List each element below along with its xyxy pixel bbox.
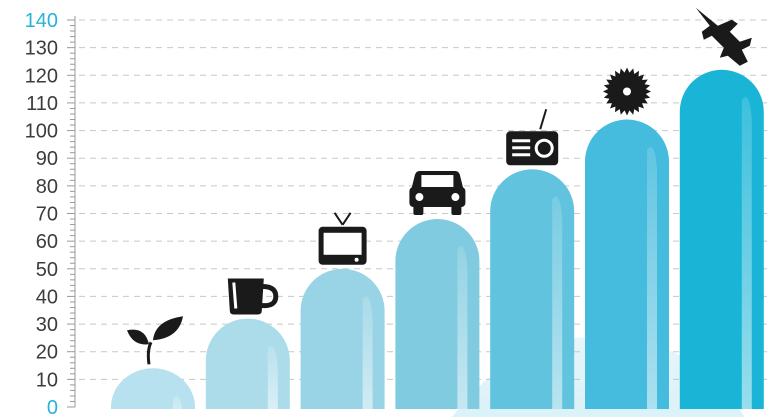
bar-highlight — [457, 246, 468, 409]
bar-plant — [111, 368, 195, 409]
leaf — [127, 329, 149, 345]
car-wheel — [413, 205, 424, 216]
car-headlight — [451, 193, 460, 202]
y-tick-label: 60 — [36, 231, 58, 253]
y-tick-label: 10 — [36, 369, 58, 391]
bar-highlight — [647, 147, 657, 409]
bar-highlight — [362, 296, 373, 409]
tv-screen — [323, 232, 362, 255]
y-tick-label: 70 — [36, 204, 58, 226]
jet-body — [695, 7, 752, 66]
tv-icon — [318, 212, 367, 265]
bars — [111, 69, 764, 417]
radio-dial — [534, 138, 554, 158]
car-wheel — [451, 205, 462, 216]
radio-grille — [512, 139, 531, 143]
y-tick-label: 100 — [25, 121, 58, 143]
car-window — [421, 175, 454, 188]
bar-highlight — [552, 196, 563, 409]
leaf-icon — [127, 316, 183, 365]
cup-icon — [227, 278, 279, 315]
y-tick-label: 30 — [36, 314, 58, 336]
radio-antenna — [539, 108, 548, 130]
tv-knob — [354, 257, 359, 262]
cup-shine — [232, 282, 238, 309]
saw-hub — [623, 87, 631, 96]
y-tick-label: 50 — [36, 259, 58, 281]
car-icon — [409, 171, 466, 216]
y-tick-label: 0 — [47, 397, 58, 417]
bar-highlight — [741, 97, 752, 409]
saw-blade-icon — [603, 67, 651, 116]
y-axis: 0 10 20 30 40 50 60 70 80 90 100 110 120 130 140 — [25, 10, 76, 417]
bar-icons — [127, 7, 752, 365]
cup-handle — [261, 284, 279, 309]
antenna — [333, 212, 344, 226]
radio-grille — [512, 153, 531, 157]
car-headlight — [415, 193, 424, 202]
radio-icon — [506, 108, 559, 166]
y-tick-label: 80 — [36, 176, 58, 198]
stem — [146, 341, 153, 365]
y-tick-label: 90 — [36, 148, 58, 170]
fighter-jet-icon — [695, 7, 752, 66]
leaf — [153, 316, 183, 341]
car-body — [409, 187, 466, 208]
bar-highlight — [267, 346, 278, 409]
y-tick-label: 120 — [25, 65, 58, 87]
radio-grille — [512, 146, 531, 150]
antenna — [341, 212, 352, 226]
y-tick-label: 110 — [26, 93, 58, 115]
y-tick-label: 130 — [25, 38, 58, 60]
y-tick-label: 40 — [36, 286, 58, 308]
y-tick-label: 20 — [36, 342, 58, 364]
y-tick-label: 140 — [25, 10, 58, 32]
bar-highlight — [173, 395, 183, 417]
